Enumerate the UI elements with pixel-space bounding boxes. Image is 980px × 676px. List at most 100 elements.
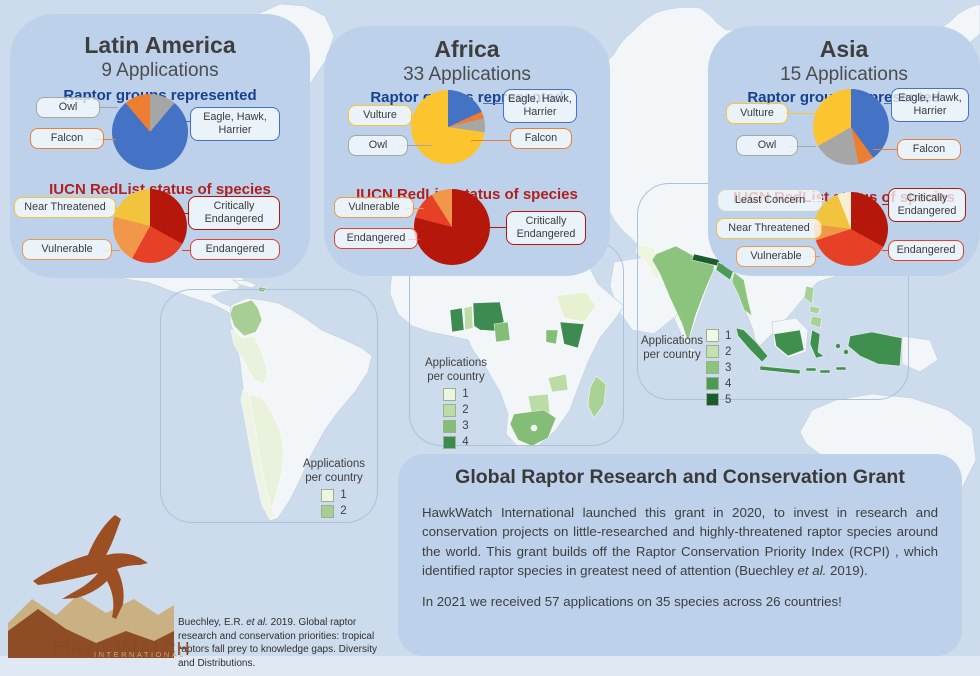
label-near-threatened-asia: Near Threatened	[716, 218, 822, 239]
legend-row: 5	[706, 393, 731, 406]
map-maluku2	[843, 349, 849, 355]
legend-asia: Applications per country	[641, 334, 703, 363]
map-sulawesi	[809, 329, 825, 359]
callout-line	[483, 103, 503, 104]
pie-latin-america-groups	[112, 94, 188, 170]
map-myanmar	[731, 271, 753, 317]
legend-swatch	[321, 488, 335, 502]
callout-line	[398, 145, 432, 146]
legend-row: 1	[443, 387, 469, 401]
label-vulnerable-asia: Vulnerable	[736, 246, 816, 267]
legend-row: 2	[706, 345, 731, 358]
label-critically-endangered-latin-america: Critically Endangered	[188, 196, 280, 230]
callout-line	[90, 107, 118, 108]
latin-america-map-frame	[160, 289, 378, 523]
hawkwatch-logo-art	[8, 515, 174, 658]
callout-line	[882, 204, 888, 205]
callout-line	[182, 121, 192, 122]
label-vulnerable-africa: Vulnerable	[334, 197, 414, 218]
legend-swatch	[321, 504, 335, 518]
label-near-threatened-latin-america: Near Threatened	[14, 197, 116, 218]
legend-title: Applications per country	[424, 357, 487, 384]
map-cameroon	[493, 321, 511, 343]
grant-title: Global Raptor Research and Conservation …	[455, 466, 905, 488]
callout-line	[181, 213, 190, 214]
logo-eagle	[33, 515, 148, 619]
map-west-papua	[847, 331, 903, 367]
label-endangered-asia: Endangered	[888, 240, 964, 261]
label-endangered-latin-america: Endangered	[190, 239, 280, 260]
label-owl-asia: Owl	[736, 135, 798, 156]
legend-row: 3	[706, 361, 731, 374]
legend-swatch	[706, 377, 719, 390]
label-eagle-asia: Eagle, Hawk, Harrier	[891, 88, 969, 122]
applications-count-latin-america: 9 Applications	[101, 60, 219, 81]
applications-count-africa: 33 Applications	[403, 64, 531, 85]
panel-title-asia: Asia	[819, 36, 869, 62]
label-least-concern-asia: Least Concern	[718, 190, 822, 211]
legend-swatch	[706, 345, 719, 358]
callout-line	[778, 113, 816, 114]
map-kalimantan	[773, 329, 805, 357]
applications-count-asia: 15 Applications	[780, 64, 908, 85]
map-philippines	[803, 285, 823, 329]
legend-row: 2	[321, 504, 347, 518]
label-falcon-latin-america: Falcon	[30, 128, 104, 149]
map-kenya	[559, 321, 585, 349]
legend-africa: Applications per country 1 2 3 4	[414, 356, 498, 452]
callout-line	[471, 140, 510, 141]
label-falcon-asia: Falcon	[897, 139, 961, 160]
pie-asia-iucn	[814, 192, 888, 266]
map-zambia	[547, 373, 569, 393]
pie-asia-groups	[813, 89, 889, 165]
callout-line	[788, 146, 816, 147]
bottom-strip	[0, 656, 980, 676]
panel-title-africa: Africa	[434, 36, 500, 62]
map-sri-lanka	[686, 347, 696, 357]
map-ethiopia	[555, 291, 597, 323]
logo-mountain-front	[8, 609, 174, 658]
map-peru-ecuador	[230, 329, 269, 385]
map-cuba	[231, 279, 258, 289]
legend-row: 3	[443, 419, 469, 433]
grant-body: HawkWatch International launched this gr…	[422, 505, 938, 578]
legend-swatch	[706, 361, 719, 374]
label-owl-africa: Owl	[348, 135, 408, 156]
legend-row: 4	[706, 377, 731, 390]
map-maluku	[835, 343, 841, 349]
callout-line	[882, 250, 888, 251]
legend-swatch	[706, 393, 719, 406]
legend-row: 2	[443, 403, 469, 417]
legend-swatch	[706, 329, 719, 342]
pie-latin-america-iucn	[113, 189, 187, 263]
label-critically-endangered-africa: Critically Endangered	[506, 211, 586, 245]
map-uganda	[545, 329, 559, 345]
legend-row: 1	[706, 329, 731, 342]
logo-org-name: HawkWatch	[52, 633, 191, 661]
callout-line	[94, 139, 116, 140]
grant-summary-line: In 2021 we received 57 applications on 3…	[422, 594, 842, 610]
label-falcon-africa: Falcon	[510, 128, 572, 149]
label-critically-endangered-asia: Critically Endangered	[888, 188, 966, 222]
callout-line	[873, 149, 897, 150]
legend-title: Applications per country	[641, 335, 704, 362]
callout-line	[182, 250, 192, 251]
callout-line	[404, 208, 424, 209]
callout-line	[489, 227, 506, 228]
map-java	[759, 365, 801, 375]
legend-swatch	[443, 403, 457, 417]
pie-africa-groups	[411, 90, 485, 164]
map-togo-benin	[463, 305, 474, 331]
map-chile	[240, 389, 277, 521]
grant-info-box: Global Raptor Research and Conservation …	[398, 454, 962, 656]
map-papua-new-guinea	[901, 335, 939, 373]
panel-title-latin-america: Latin America	[84, 32, 236, 58]
legend-swatch	[443, 435, 457, 449]
pie-africa-iucn	[414, 189, 490, 265]
citation-text: Buechley, E.R. et al. 2019. Global rapto…	[178, 617, 377, 669]
legend-latin-america: Applications per country 1 2	[282, 457, 386, 521]
label-eagle-latin-america: Eagle, Hawk, Harrier	[190, 107, 280, 141]
label-vulture-africa: Vulture	[348, 105, 412, 126]
map-lesotho	[530, 424, 538, 432]
